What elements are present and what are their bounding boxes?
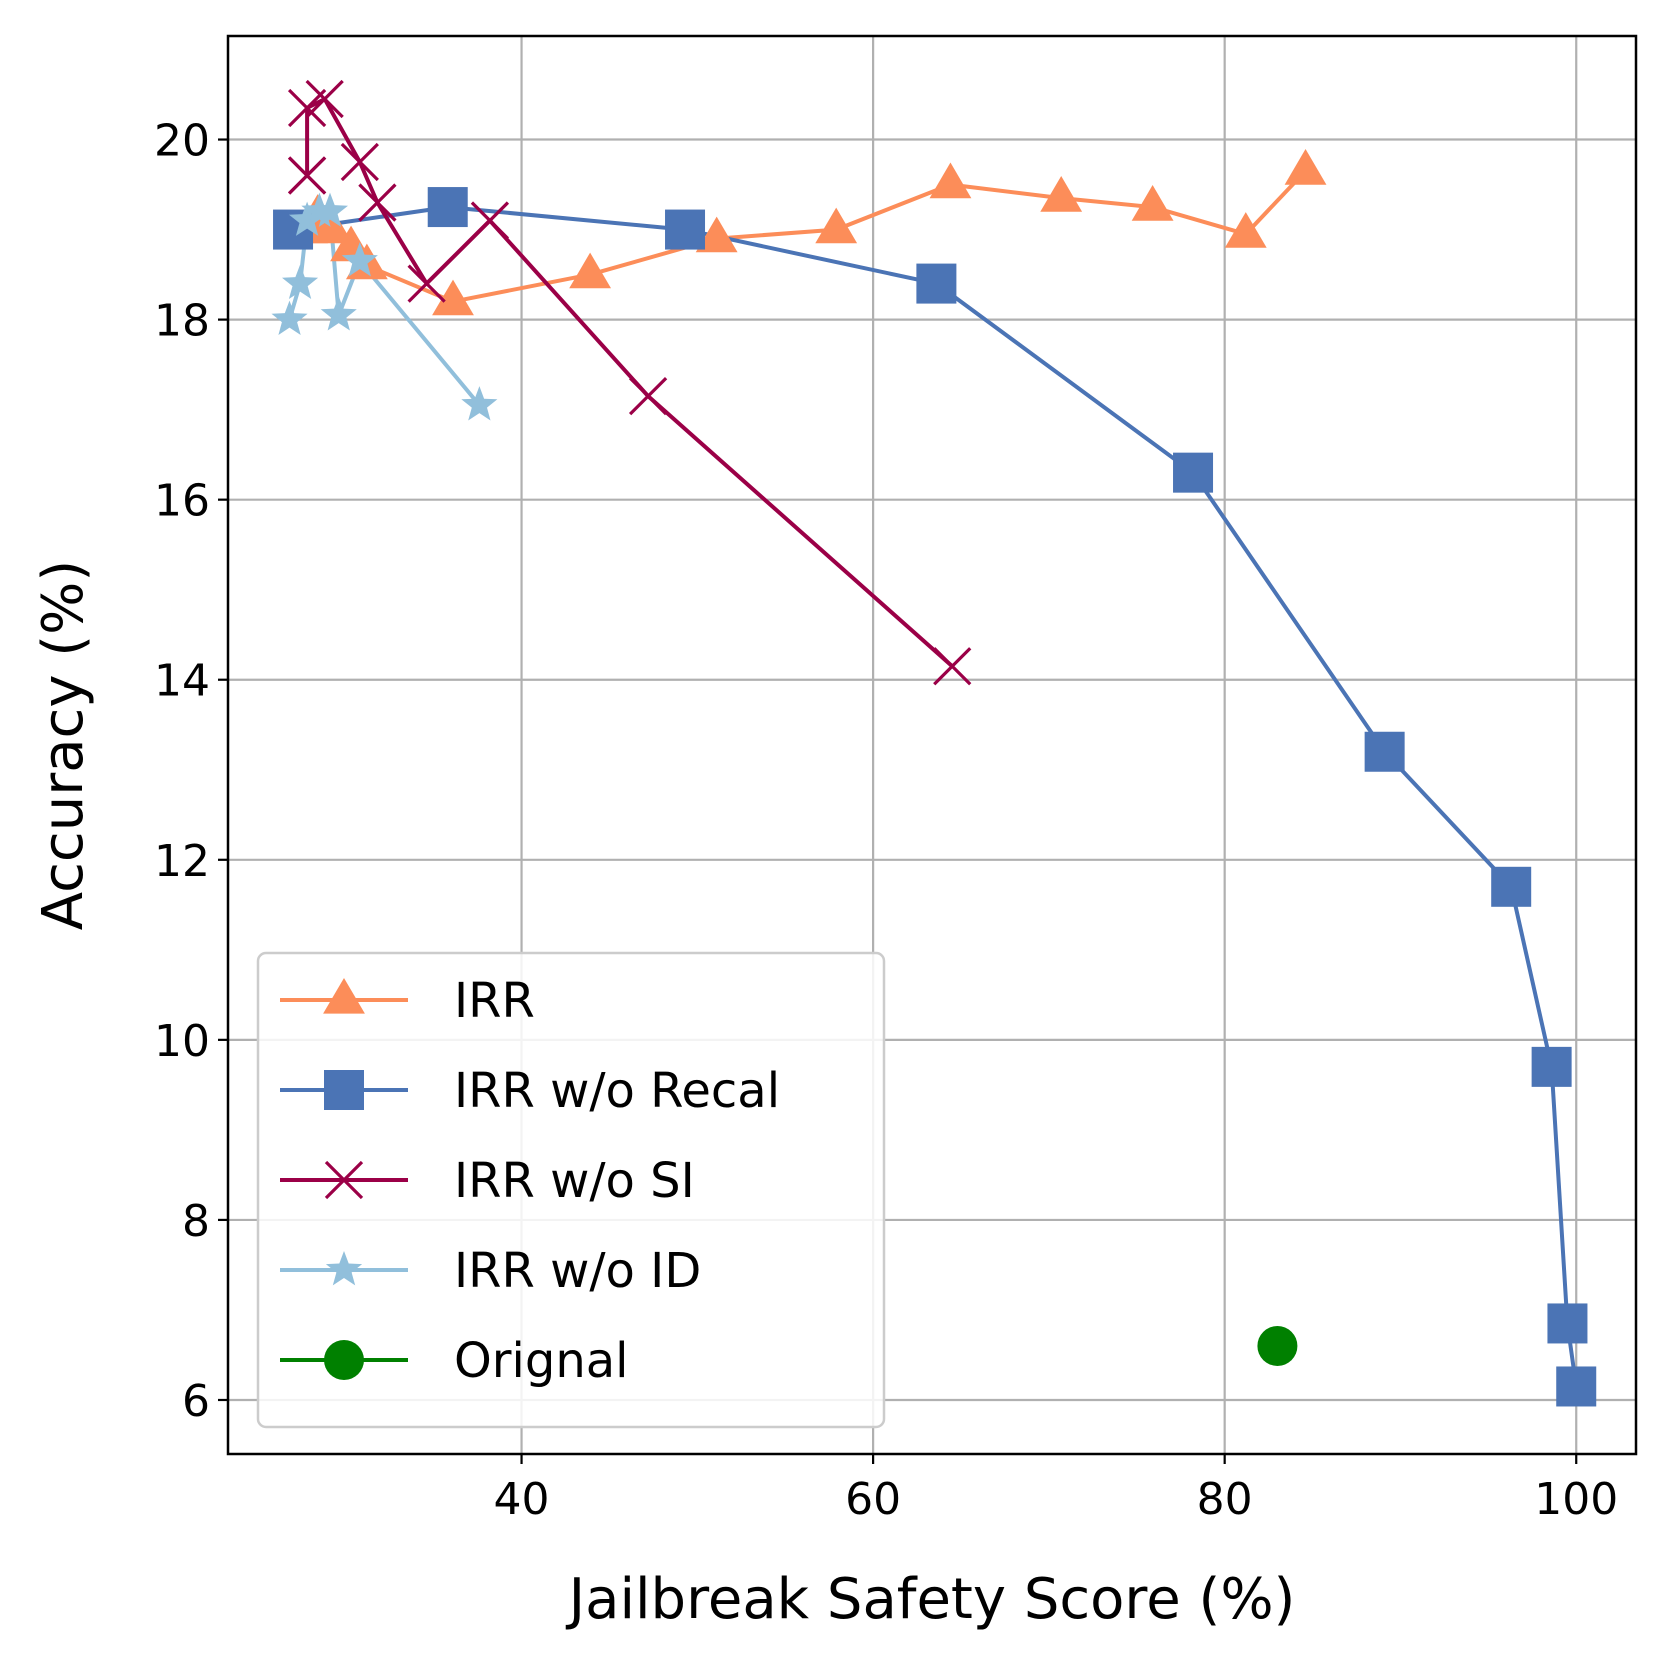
- data-point-irr-w-o-recal: [665, 209, 706, 250]
- legend-label-irr: IRR: [454, 973, 535, 1029]
- series-line-irr-w-o-recal: [292, 205, 1579, 1387]
- data-point-irr-w-o-recal: [1556, 1366, 1597, 1407]
- data-point-irr-w-o-recal: [916, 263, 957, 304]
- data-point-irr-w-o-recal: [1547, 1303, 1588, 1344]
- data-point-irr-w-o-si: [358, 183, 397, 222]
- x-tick-label: 80: [1197, 1474, 1253, 1525]
- legend-label-irr-w-o-si: IRR w/o SI: [454, 1153, 695, 1209]
- data-point-irr: [1284, 149, 1327, 185]
- data-point-orignal: [1257, 1325, 1298, 1366]
- x-tick-label: 60: [845, 1474, 901, 1525]
- data-point-irr: [1040, 176, 1083, 212]
- data-point-irr-w-o-recal: [427, 187, 468, 228]
- x-axis-label: Jailbreak Safety Score (%): [566, 1567, 1296, 1632]
- data-point-irr: [815, 207, 858, 244]
- data-point-irr-w-o-recal: [1364, 731, 1405, 772]
- y-tick-label: 14: [154, 656, 210, 707]
- plot-frame: [226, 34, 1638, 1456]
- data-point-irr-w-o-recal: [1491, 866, 1532, 907]
- y-axis-label: Accuracy (%): [31, 560, 96, 930]
- legend-marker-orignal: [324, 1340, 364, 1380]
- data-point-irr-w-o-id: [289, 201, 326, 236]
- x-tick-label: 40: [494, 1474, 550, 1525]
- data-point-irr-w-o-id: [320, 296, 357, 331]
- data-point-irr: [695, 216, 738, 253]
- grid-lines: [228, 36, 1636, 1454]
- data-point-irr: [929, 162, 972, 199]
- data-point-irr-w-o-si: [628, 376, 668, 416]
- data-point-irr-w-o-id: [341, 242, 378, 277]
- data-point-irr-w-o-si: [287, 156, 327, 195]
- data-point-irr-w-o-si: [470, 201, 510, 240]
- data-point-irr: [1224, 212, 1267, 248]
- legend: IRR IRR w/o Recal IRR w/o SI IRR w/o ID Orig…: [256, 951, 886, 1429]
- data-point-irr-w-o-recal: [1173, 452, 1214, 493]
- y-tick-label: 20: [154, 116, 210, 167]
- legend-marker-irr-w-o-si: [324, 1160, 364, 1200]
- data-point-irr-w-o-id: [282, 264, 319, 299]
- data-point-irr-w-o-recal: [1531, 1046, 1572, 1087]
- data-point-irr: [432, 279, 474, 316]
- y-axis-ticks: 6 8 10 12 14 16 18 20: [154, 116, 228, 1427]
- x-tick-label: 100: [1534, 1474, 1618, 1525]
- data-point-irr-w-o-si: [407, 264, 446, 303]
- legend-marker-irr-w-o-recal: [324, 1070, 364, 1110]
- y-tick-label: 12: [154, 836, 210, 887]
- data-point-irr: [1131, 185, 1174, 221]
- data-point-irr-w-o-id: [311, 192, 348, 227]
- y-tick-label: 18: [154, 296, 210, 347]
- legend-label-irr-w-o-id: IRR w/o ID: [454, 1243, 701, 1299]
- legend-label-orignal: Orignal: [454, 1333, 629, 1389]
- y-tick-label: 6: [182, 1376, 210, 1427]
- data-point-irr: [569, 252, 612, 289]
- legend-label-irr-w-o-recal: IRR w/o Recal: [454, 1063, 780, 1119]
- legend-box: [256, 951, 886, 1429]
- data-point-irr-w-o-si: [305, 79, 344, 119]
- legend-marker-irr-w-o-id: [325, 1251, 363, 1286]
- series-markers: [271, 79, 1597, 1407]
- data-point-irr-w-o-id: [461, 386, 498, 421]
- y-tick-label: 8: [182, 1196, 210, 1247]
- data-point-irr-w-o-si: [287, 88, 327, 128]
- x-axis-ticks: 40 60 80 100: [494, 1454, 1618, 1525]
- data-point-irr-w-o-si: [933, 647, 972, 686]
- data-point-irr-w-o-id: [271, 300, 308, 335]
- legend-marker-irr: [323, 978, 365, 1014]
- data-point-irr: [310, 207, 353, 244]
- data-point-irr-w-o-si: [340, 142, 379, 182]
- y-tick-label: 16: [154, 476, 210, 527]
- y-tick-label: 10: [154, 1016, 210, 1067]
